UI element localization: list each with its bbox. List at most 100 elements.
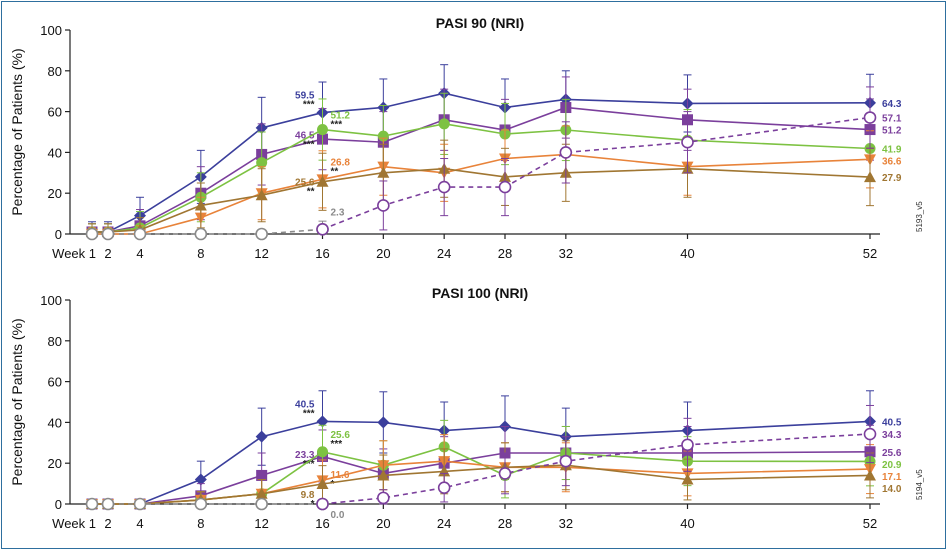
chart-panel-1: PASI 90 (NRI) Percentage of Patients (%) 0… <box>9 15 924 261</box>
x-tick-label: 52 <box>863 246 877 261</box>
y-tick-label: 0 <box>55 227 62 242</box>
data-point <box>255 189 268 201</box>
data-point <box>255 227 268 241</box>
data-point <box>681 438 694 452</box>
y-tick-label: 80 <box>48 64 62 79</box>
data-point <box>85 227 99 241</box>
y-axis-label: Percentage of Patients (%) <box>9 318 25 485</box>
x-tick-label: 16 <box>315 516 329 531</box>
data-point <box>256 469 268 481</box>
x-tick-label: 8 <box>197 246 204 261</box>
series-line <box>92 122 871 233</box>
series-4: 36.626.8** <box>86 125 902 240</box>
y-tick-label: 20 <box>48 456 62 471</box>
data-point <box>681 135 694 149</box>
data-point <box>194 227 208 241</box>
x-tick-label: 24 <box>437 516 451 531</box>
data-point <box>864 469 876 481</box>
end-value-label: 40.5 <box>882 417 902 428</box>
end-value-label: 25.6 <box>882 448 902 459</box>
end-value-label: 64.3 <box>882 99 902 110</box>
end-value-label: 17.1 <box>882 472 902 483</box>
series-line <box>92 167 871 233</box>
week16-value-label: 0.0 <box>331 510 345 521</box>
data-point <box>377 199 390 212</box>
week16-value-label: 23.3 <box>295 450 315 461</box>
significance-stars: *** <box>303 459 315 470</box>
series-2: 51.246.5*** <box>86 76 902 238</box>
y-tick-label: 40 <box>48 145 62 160</box>
week16-value-label: 40.5 <box>295 399 315 410</box>
data-point <box>85 497 99 511</box>
data-point <box>377 166 390 178</box>
series-3: 20.925.6*** <box>86 419 902 510</box>
y-axis-label: Percentage of Patients (%) <box>9 48 25 215</box>
series-line <box>92 446 871 505</box>
series-1: 64.359.5*** <box>86 64 902 238</box>
week16-value-label: 59.5 <box>295 91 315 102</box>
x-tick-label: 12 <box>254 516 268 531</box>
significance-stars: *** <box>303 140 315 151</box>
x-tick-label: 32 <box>559 516 573 531</box>
week16-value-label: 25.6 <box>331 430 351 441</box>
data-point <box>864 171 876 183</box>
data-point <box>377 416 390 429</box>
y-tick-label: 100 <box>40 293 62 308</box>
data-point <box>255 430 268 443</box>
week16-value-label: 2.3 <box>331 207 345 218</box>
data-point <box>377 469 390 481</box>
week16-value-label: 9.8 <box>301 490 315 501</box>
series-line <box>92 92 871 233</box>
x-tick-label: Week 1 <box>52 246 96 261</box>
x-tick-label: 12 <box>254 246 268 261</box>
y-tick-label: 80 <box>48 334 62 349</box>
data-point <box>133 497 147 511</box>
series-3: 41.951.2*** <box>86 92 902 238</box>
x-tick-label: 40 <box>680 246 694 261</box>
x-tick-label: 20 <box>376 246 390 261</box>
data-point <box>377 491 390 505</box>
data-point <box>498 467 512 480</box>
data-point <box>559 454 573 468</box>
y-tick-label: 60 <box>48 375 62 390</box>
x-tick-label: 16 <box>315 246 329 261</box>
data-point <box>101 227 115 241</box>
end-value-label: 27.9 <box>882 173 902 184</box>
significance-stars: *** <box>331 120 343 131</box>
x-tick-label: Week 1 <box>52 516 96 531</box>
x-tick-label: 4 <box>136 246 143 261</box>
series-line <box>92 420 871 505</box>
data-point <box>559 146 573 159</box>
data-point <box>316 497 329 511</box>
x-tick-label: 4 <box>136 516 143 531</box>
series-7: 57.1 <box>316 86 902 236</box>
data-point <box>377 130 389 142</box>
significance-stars: *** <box>303 100 315 111</box>
data-point <box>863 427 877 441</box>
x-tick-label: 40 <box>680 516 694 531</box>
week16-value-label: 26.8 <box>331 157 351 168</box>
end-value-label: 34.3 <box>882 430 902 441</box>
x-tick-label: 28 <box>498 516 512 531</box>
data-point <box>133 227 147 241</box>
end-value-label: 41.9 <box>882 145 902 156</box>
significance-stars: ** <box>307 186 315 197</box>
end-value-label: 20.9 <box>882 460 902 471</box>
x-tick-label: 8 <box>197 516 204 531</box>
data-point <box>681 473 694 485</box>
significance-stars: ** <box>331 166 339 177</box>
series-line <box>92 153 871 235</box>
x-tick-label: 24 <box>437 246 451 261</box>
significance-stars: *** <box>331 439 343 450</box>
chart-title: PASI 90 (NRI) <box>436 15 524 31</box>
data-point <box>101 497 115 511</box>
figure-id-label: 5194_v5 <box>915 469 924 500</box>
figure-id-label: 5193_v5 <box>915 201 924 232</box>
x-tick-label: 2 <box>104 246 111 261</box>
x-tick-label: 2 <box>104 516 111 531</box>
x-tick-label: 28 <box>498 246 512 261</box>
data-point <box>317 446 328 458</box>
data-point <box>194 497 208 511</box>
series-line <box>92 460 871 505</box>
